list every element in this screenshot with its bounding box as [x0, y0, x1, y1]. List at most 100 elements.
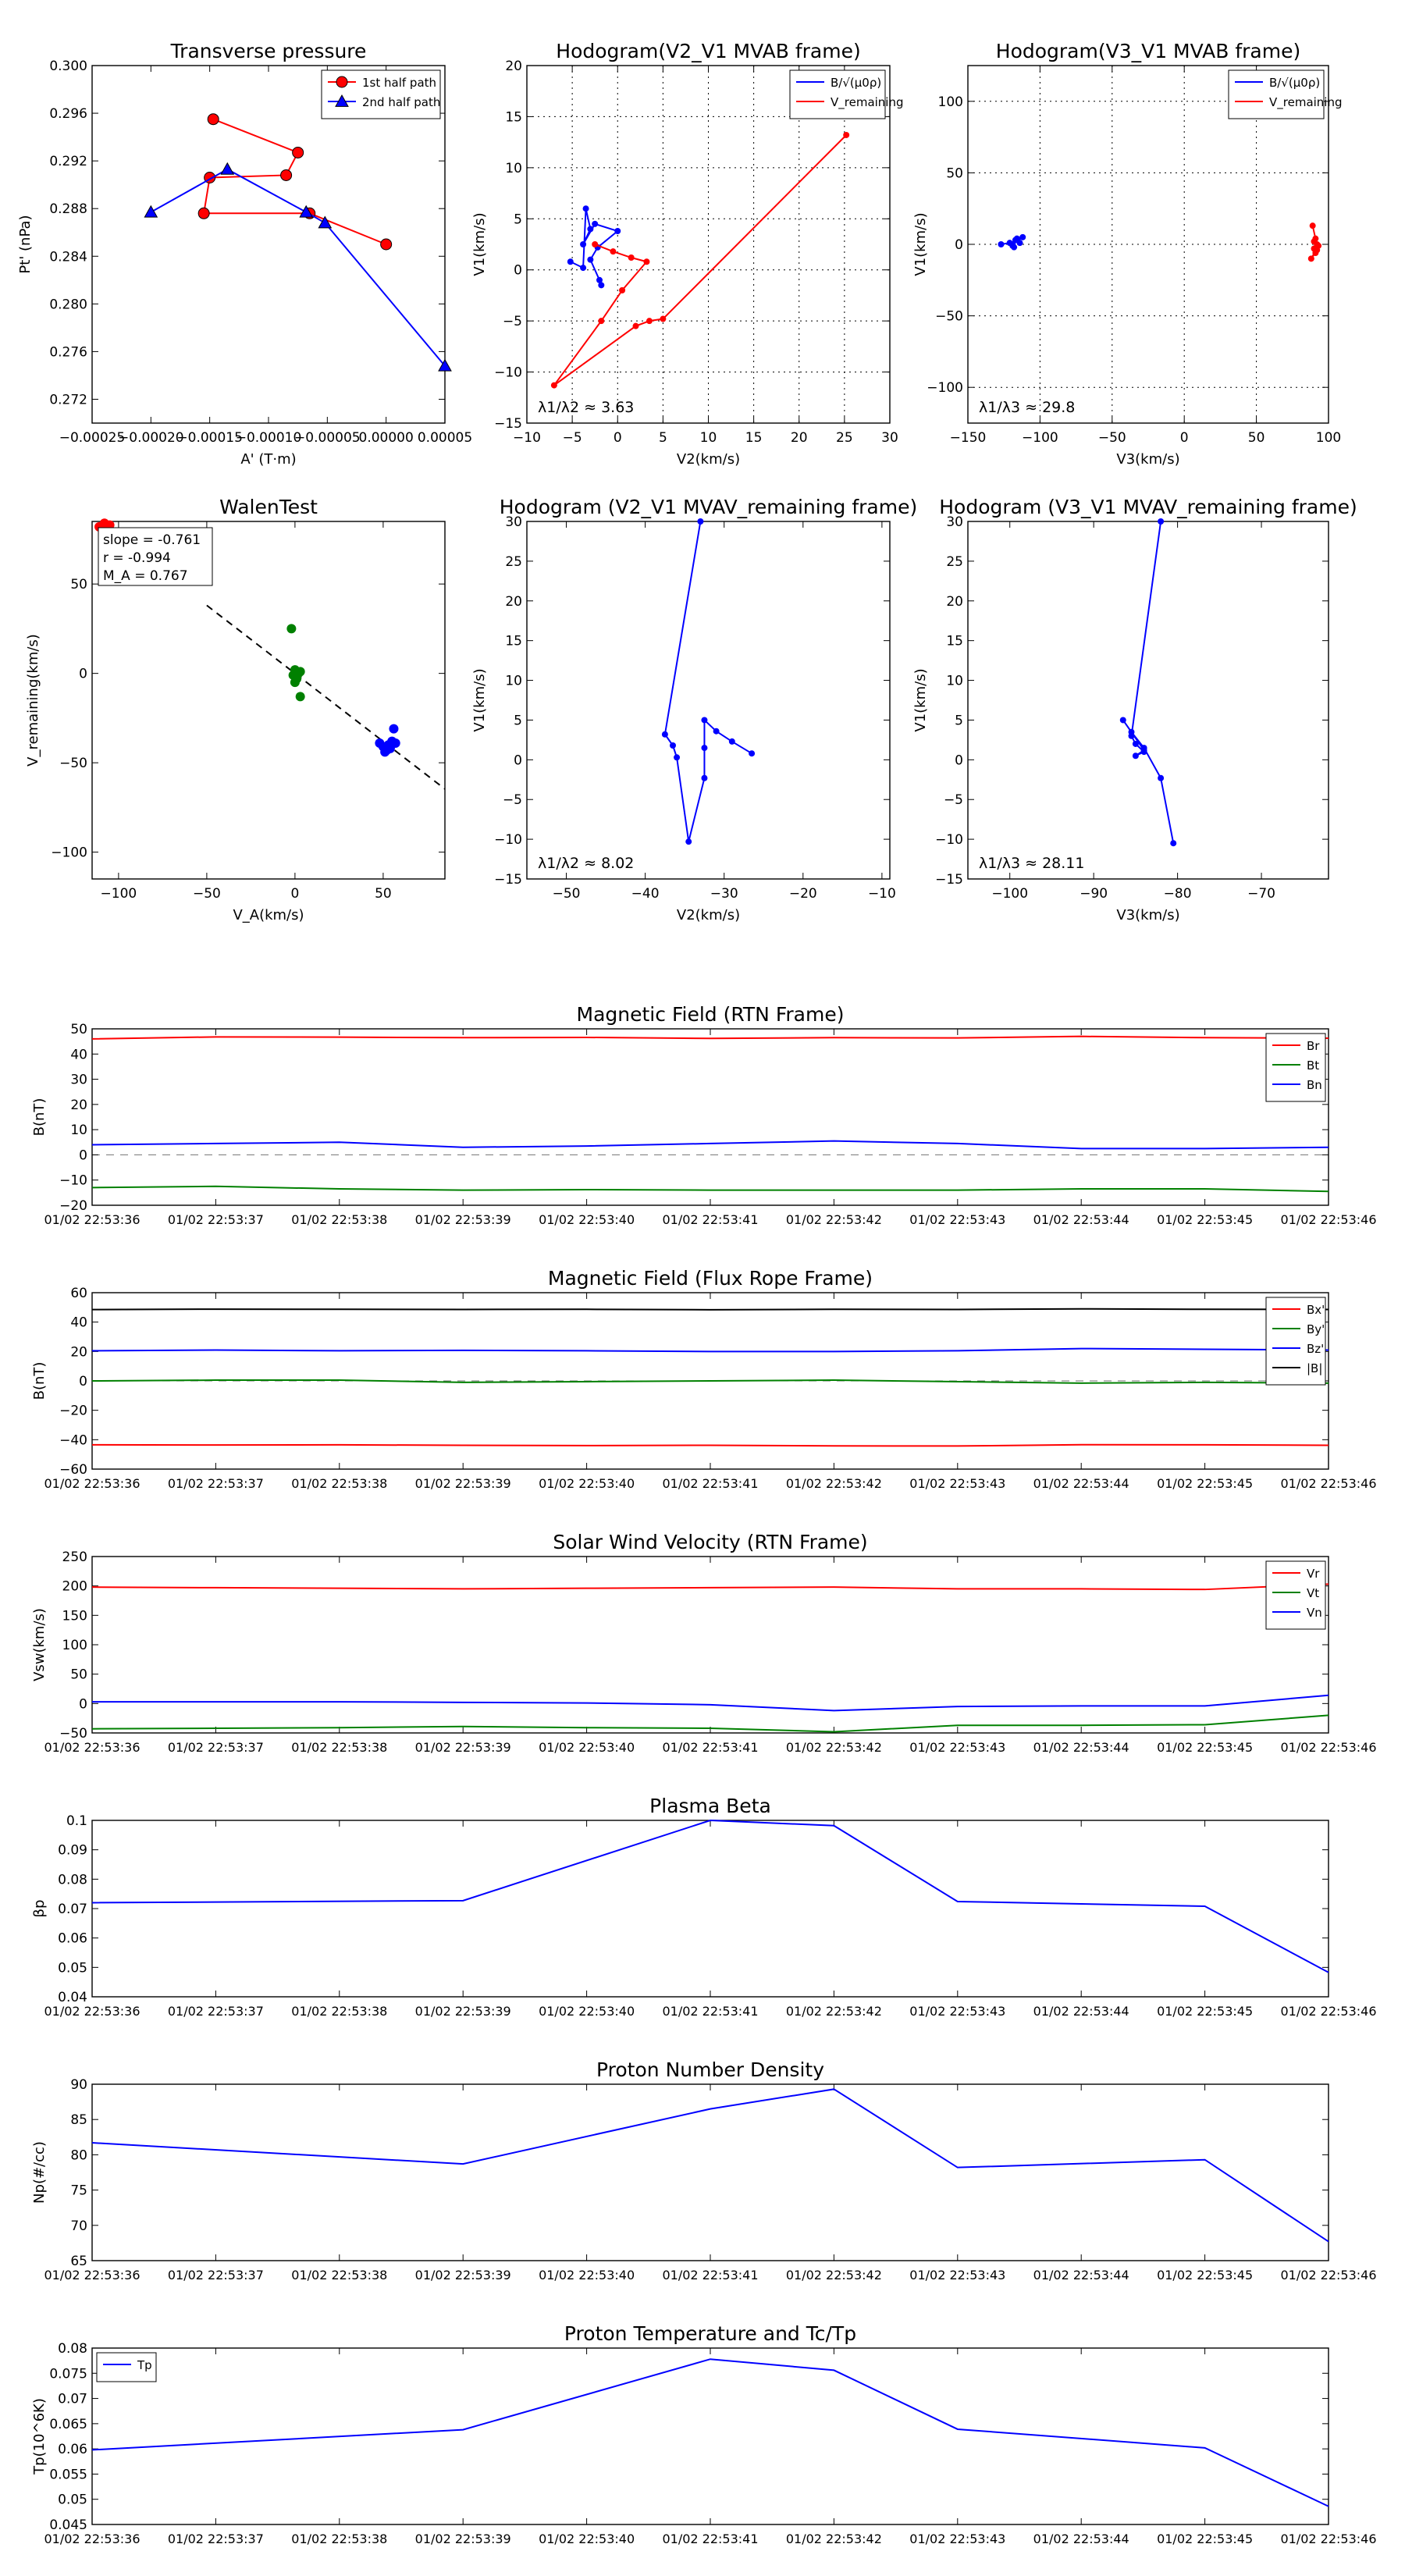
legend-label-Vn: Vn — [1307, 1606, 1322, 1620]
ytick-label: 90 — [70, 2077, 87, 2093]
xtick-label: 50 — [375, 886, 392, 902]
data-point — [697, 518, 704, 525]
time-tick-label: 01/02 22:53:38 — [291, 2268, 387, 2282]
data-point — [643, 258, 650, 265]
time-tick-label: 01/02 22:53:40 — [539, 2268, 635, 2282]
ytick-label: 0.300 — [49, 59, 87, 74]
data-point — [592, 220, 599, 227]
series-line-2nd half path — [150, 168, 446, 367]
ytick-label: 0.045 — [49, 2517, 87, 2533]
xtick-label: −10 — [868, 886, 896, 902]
data-point — [632, 322, 639, 329]
data-point — [843, 131, 850, 138]
data-point — [438, 358, 452, 372]
chart-title-mf: Magnetic Field (RTN Frame) — [577, 1003, 845, 1026]
xtick-label: 50 — [1248, 430, 1265, 446]
y-axis-label-h1: V1(km/s) — [471, 212, 488, 276]
chart-title-pb: Plasma Beta — [649, 1795, 771, 1817]
ytick-label: −5 — [503, 792, 522, 808]
time-tick-label: 01/02 22:53:39 — [415, 2004, 511, 2019]
time-tick-label: 01/02 22:53:45 — [1157, 2532, 1253, 2546]
data-point — [582, 205, 589, 212]
ytick-label: 20 — [946, 594, 963, 610]
slope-stat: slope = -0.761 — [103, 532, 201, 548]
ytick-label: 0.276 — [49, 344, 87, 360]
time-tick-label: 01/02 22:53:44 — [1033, 2532, 1129, 2546]
ytick-label: 0.09 — [58, 1843, 87, 1859]
data-point — [292, 146, 304, 158]
chart-title-h1: Hodogram(V2_V1 MVAB frame) — [556, 40, 860, 62]
data-point — [628, 254, 635, 262]
ytick-label: 50 — [70, 577, 87, 592]
ytick-label: −15 — [935, 872, 963, 888]
time-tick-label: 01/02 22:53:39 — [415, 1476, 511, 1491]
ytick-label: −5 — [944, 792, 963, 808]
xtick-label: −40 — [631, 886, 660, 902]
time-tick-label: 01/02 22:53:45 — [1157, 1476, 1253, 1491]
time-tick-label: 01/02 22:53:42 — [786, 1212, 882, 1227]
legend-label-1st half path: 1st half path — [362, 76, 436, 90]
ytick-label: 0 — [79, 1147, 87, 1163]
data-point — [701, 774, 708, 781]
stats-box — [98, 527, 213, 586]
ytick-label: 85 — [70, 2112, 87, 2128]
time-tick-label: 01/02 22:53:42 — [786, 1476, 882, 1491]
legend-h1: B/√(μ0ρ) V_remaining — [789, 69, 904, 119]
time-tick-label: 01/02 22:53:37 — [168, 2532, 264, 2546]
legend-box — [789, 69, 886, 119]
legend-label-By': By' — [1307, 1322, 1325, 1336]
data-point — [550, 382, 557, 389]
ytick-label: 0.296 — [49, 106, 87, 122]
chart-title-tpr: Proton Temperature and Tc/Tp — [564, 2322, 856, 2345]
data-point — [1311, 238, 1318, 245]
y-axis-label-h3: V1(km/s) — [471, 668, 488, 731]
ytick-label: 65 — [70, 2254, 87, 2269]
time-tick-label: 01/02 22:53:38 — [291, 1476, 387, 1491]
xtick-label: −150 — [950, 430, 987, 446]
xtick-label: −0.00025 — [59, 430, 126, 446]
xtick-label: 25 — [836, 430, 853, 446]
time-tick-label: 01/02 22:53:36 — [44, 2004, 140, 2019]
time-tick-label: 01/02 22:53:38 — [291, 2532, 387, 2546]
ytick-label: −15 — [494, 872, 522, 888]
data-point — [998, 241, 1005, 247]
chart-title-tp: Transverse pressure — [170, 40, 367, 62]
data-point — [646, 318, 653, 325]
series-line-path — [663, 521, 752, 842]
time-tick-label: 01/02 22:53:41 — [662, 2268, 758, 2282]
eigen-ratio-h2: λ1/λ3 ≈ 29.8 — [979, 399, 1075, 416]
xtick-label: 30 — [881, 430, 898, 446]
xtick-label: −20 — [789, 886, 817, 902]
time-tick-label: 01/02 22:53:44 — [1033, 2268, 1129, 2282]
ytick-label: 0 — [514, 753, 522, 768]
xtick-label: 0.00005 — [418, 430, 472, 446]
time-tick-label: 01/02 22:53:42 — [786, 2004, 882, 2019]
chart-title-wt: WalenTest — [219, 496, 318, 518]
time-tick-label: 01/02 22:53:43 — [909, 1476, 1005, 1491]
y-axis-label-mfr: B(nT) — [31, 1362, 48, 1400]
time-tick-label: 01/02 22:53:39 — [415, 1212, 511, 1227]
y-axis-label-h2: V1(km/s) — [912, 212, 929, 276]
ytick-label: 10 — [505, 674, 522, 689]
data-point-green — [286, 624, 297, 634]
ytick-label: 20 — [70, 1344, 87, 1360]
data-point-green — [295, 692, 305, 702]
fit-line — [206, 604, 446, 790]
time-tick-label: 01/02 22:53:42 — [786, 1740, 882, 1755]
ytick-label: 0.1 — [66, 1813, 87, 1829]
eigen-ratio-h1: λ1/λ2 ≈ 3.63 — [538, 399, 634, 416]
x-axis-label-tp: A' (T·m) — [240, 451, 296, 468]
ytick-label: −50 — [59, 756, 87, 771]
xtick-label: −0.00010 — [236, 430, 302, 446]
data-point — [207, 113, 219, 126]
time-tick-label: 01/02 22:53:37 — [168, 1212, 264, 1227]
chart-title-np: Proton Number Density — [596, 2058, 824, 2081]
ytick-label: 200 — [62, 1579, 87, 1595]
time-tick-label: 01/02 22:53:45 — [1157, 2268, 1253, 2282]
time-tick-label: 01/02 22:53:46 — [1280, 1476, 1376, 1491]
xtick-label: 0.00000 — [359, 430, 414, 446]
xtick-label: −50 — [553, 886, 581, 902]
data-point — [1140, 745, 1147, 752]
ytick-label: 30 — [70, 1073, 87, 1088]
data-point — [1119, 717, 1126, 724]
